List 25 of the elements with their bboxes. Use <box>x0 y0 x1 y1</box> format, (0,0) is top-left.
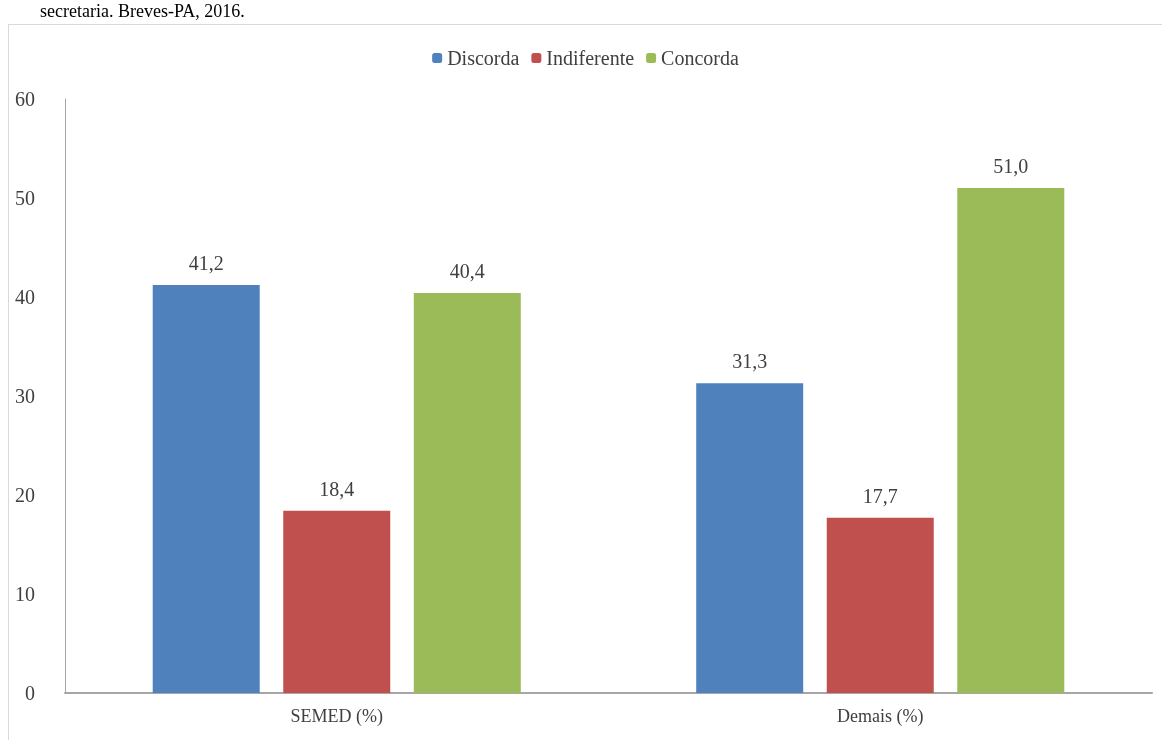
bar <box>957 188 1065 693</box>
x-tick-label: Demais (%) <box>837 706 924 727</box>
bar <box>696 383 804 693</box>
legend-label: Discorda <box>447 47 520 69</box>
data-label: 41,2 <box>188 252 224 275</box>
legend-label: Indiferente <box>546 47 635 69</box>
data-label: 40,4 <box>449 260 485 283</box>
y-tick-label: 50 <box>15 187 35 209</box>
y-tick-label: 30 <box>15 385 35 407</box>
data-label: 51,0 <box>993 155 1029 178</box>
bar <box>152 285 260 693</box>
bar <box>283 510 391 693</box>
data-label: 18,4 <box>319 477 355 500</box>
y-tick-label: 0 <box>25 682 35 704</box>
y-tick-label: 20 <box>15 484 35 506</box>
bar <box>826 517 934 693</box>
x-tick-label: SEMED (%) <box>290 706 383 727</box>
data-label: 31,3 <box>732 350 768 373</box>
y-tick-label: 60 <box>15 88 35 110</box>
y-tick-label: 10 <box>15 583 35 605</box>
y-tick-label: 40 <box>15 286 35 308</box>
text: secretaria. Breves-PA, 2016. <box>40 0 245 22</box>
data-label: 17,7 <box>862 484 898 507</box>
bar <box>413 293 521 693</box>
legend-label: Concorda <box>661 47 739 69</box>
